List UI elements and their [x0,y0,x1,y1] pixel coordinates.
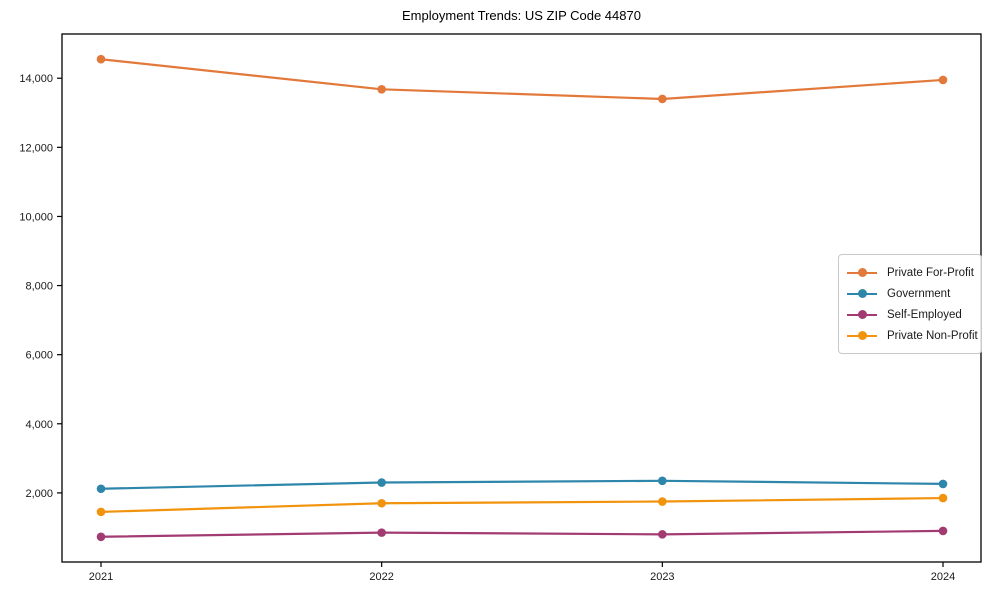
data-point [377,498,386,508]
data-point [377,528,386,537]
y-tick-label: 14,000 [19,73,53,85]
x-tick-label: 2022 [369,571,393,583]
x-axis-ticks: 2021 2022 2023 2024 [89,562,955,583]
line-marker-icon [847,330,877,341]
data-point [96,484,106,494]
series-layer [96,54,948,542]
data-point [96,507,106,517]
x-tick-label: 2024 [931,571,955,583]
x-tick-label: 2023 [650,571,674,583]
line-marker-icon [847,267,877,278]
legend-item: Private Non-Profit [847,325,978,346]
y-tick-label: 4,000 [25,419,53,431]
legend-item: Private For-Profit [847,262,974,283]
data-point [938,526,948,536]
y-tick-label: 10,000 [19,211,53,223]
data-point [96,54,106,64]
data-point [377,84,386,94]
data-point [377,478,386,487]
chart-title: Employment Trends: US ZIP Code 44870 [402,8,641,23]
legend-label: Private Non-Profit [887,329,978,342]
data-point [658,497,667,506]
y-tick-label: 2,000 [25,488,53,500]
y-tick-label: 8,000 [25,281,53,293]
x-tick-label: 2021 [89,571,113,583]
y-tick-label: 6,000 [25,350,53,362]
legend-item: Government [847,283,973,304]
data-point [658,530,667,539]
legend-item: Self-Employed [847,304,973,325]
y-axis-ticks: 2,000 4,000 6,000 8,000 10,000 12,000 14,000 [19,73,62,500]
legend-label: Private For-Profit [887,266,974,279]
line-marker-icon [847,288,877,299]
series-line [100,496,944,513]
series-line [100,58,944,101]
data-point [938,493,948,503]
data-point [938,75,948,85]
data-point [96,532,106,542]
line-marker-icon [847,309,877,320]
legend: Private For-Profit Government Self-Emplo… [838,254,982,354]
y-tick-label: 12,000 [19,142,53,154]
series-line [100,529,944,538]
data-point [658,476,667,486]
legend-label: Self-Employed [887,308,962,321]
data-point [658,94,667,104]
series-line [100,479,944,490]
legend-label: Government [887,287,951,300]
data-point [938,479,948,489]
